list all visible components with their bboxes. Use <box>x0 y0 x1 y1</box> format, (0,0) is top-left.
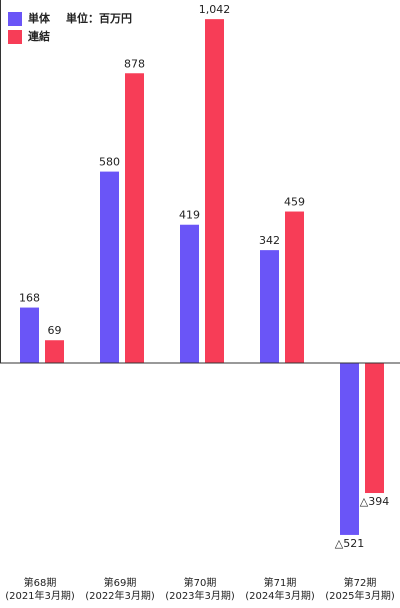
bar <box>340 363 359 535</box>
x-tick-label: (2025年3月期) <box>325 589 395 602</box>
x-tick-label: 第70期 <box>184 576 217 589</box>
bar <box>100 171 119 363</box>
x-tick-label: (2023年3月期) <box>165 589 235 602</box>
bar <box>205 19 224 363</box>
x-tick-label: 第71期 <box>264 576 297 589</box>
legend-swatch <box>8 12 22 26</box>
x-tick-label: 第72期 <box>344 576 377 589</box>
x-tick-label: (2022年3月期) <box>85 589 155 602</box>
bar <box>45 340 64 363</box>
x-tick-label: 第68期 <box>24 576 57 589</box>
unit-annotation: 単位：百万円 <box>66 11 132 25</box>
bar <box>365 363 384 494</box>
value-label: 69 <box>48 324 62 337</box>
value-label: 168 <box>19 292 40 305</box>
bar <box>260 250 279 363</box>
value-label: 342 <box>259 234 280 247</box>
value-label: 1,042 <box>199 3 231 16</box>
value-label: 878 <box>124 57 145 70</box>
value-label: 580 <box>99 156 120 169</box>
x-tick-label: (2024年3月期) <box>245 589 315 602</box>
value-label: △521 <box>335 537 364 550</box>
value-label: 459 <box>284 196 305 209</box>
bar <box>180 224 199 363</box>
legend-label: 単体 <box>28 11 51 25</box>
legend-swatch <box>8 30 22 44</box>
value-label: 419 <box>179 209 200 222</box>
x-tick-label: (2021年3月期) <box>5 589 75 602</box>
x-tick-label: 第69期 <box>104 576 137 589</box>
value-label: △394 <box>360 495 389 508</box>
legend-label: 連結 <box>28 29 50 43</box>
bar <box>125 73 144 363</box>
bar <box>20 307 39 363</box>
bar <box>285 211 304 363</box>
